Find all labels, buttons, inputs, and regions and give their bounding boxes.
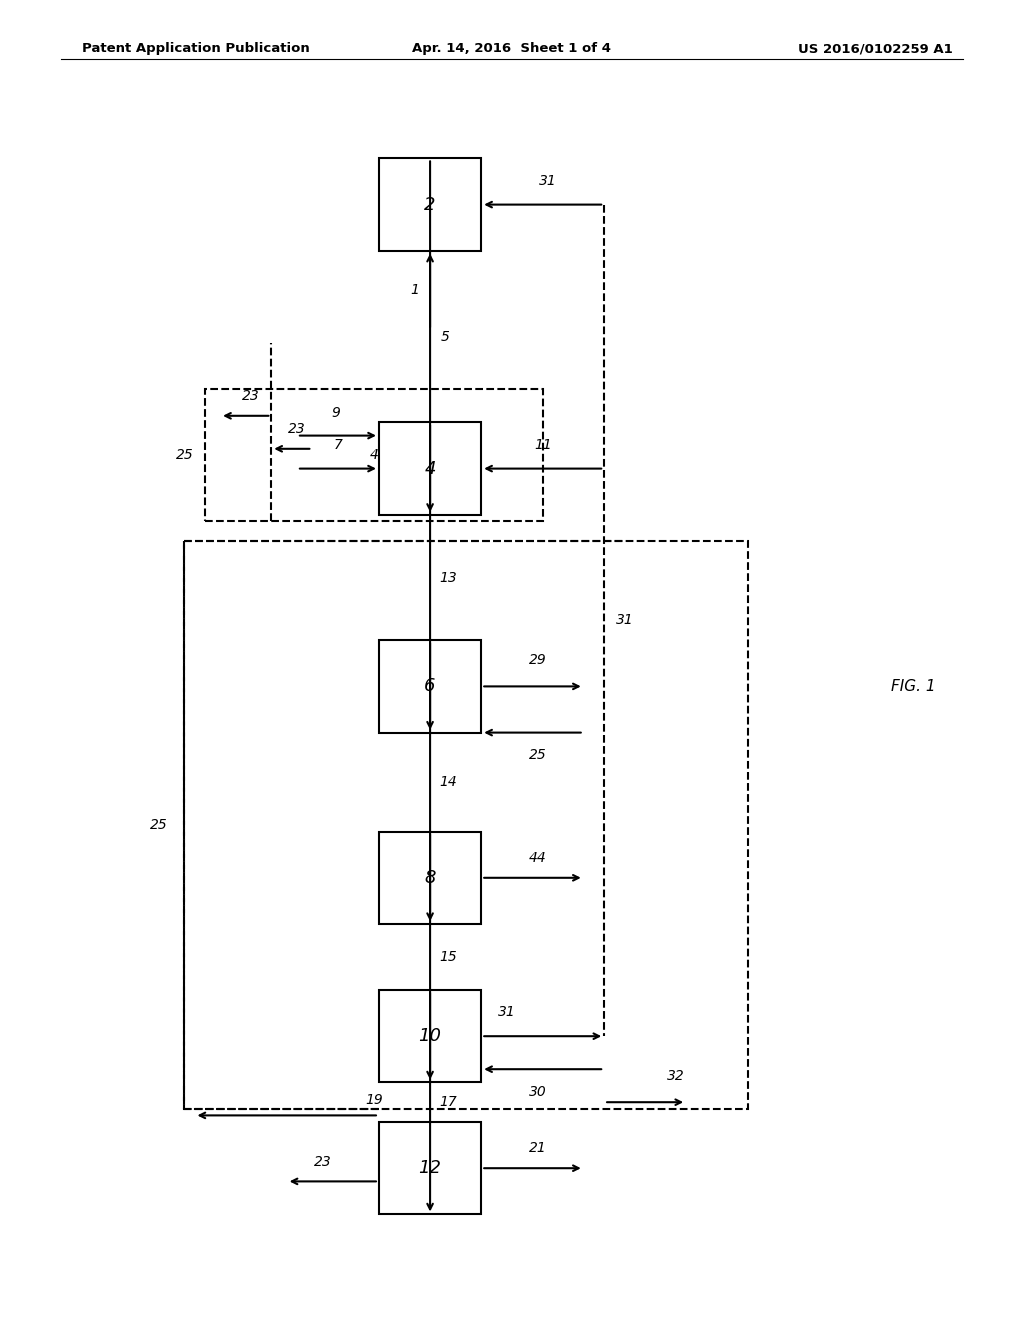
Text: 25: 25	[150, 818, 168, 832]
Bar	[379, 832, 481, 924]
Text: 29: 29	[528, 653, 547, 667]
Text: US 2016/0102259 A1: US 2016/0102259 A1	[798, 42, 952, 55]
Text: 31: 31	[615, 614, 634, 627]
Text: 12: 12	[419, 1159, 441, 1177]
Text: 17: 17	[439, 1096, 458, 1109]
Text: 25: 25	[528, 748, 547, 762]
Text: 44: 44	[528, 851, 547, 865]
Text: Apr. 14, 2016  Sheet 1 of 4: Apr. 14, 2016 Sheet 1 of 4	[413, 42, 611, 55]
Text: 21: 21	[528, 1142, 547, 1155]
Text: 13: 13	[439, 570, 458, 585]
Bar	[379, 422, 481, 515]
Text: 31: 31	[498, 1006, 516, 1019]
Text: 6: 6	[424, 677, 436, 696]
Text: 30: 30	[528, 1085, 547, 1098]
Text: 23: 23	[242, 389, 260, 403]
Bar	[205, 389, 543, 521]
Bar	[379, 158, 481, 251]
Text: 23: 23	[313, 1155, 332, 1168]
Text: 10: 10	[419, 1027, 441, 1045]
Bar	[184, 541, 748, 1109]
Text: 2: 2	[424, 195, 436, 214]
Bar	[379, 640, 481, 733]
Text: Patent Application Publication: Patent Application Publication	[82, 42, 309, 55]
Bar	[379, 1122, 481, 1214]
Text: 4: 4	[424, 459, 436, 478]
Text: 9: 9	[332, 407, 340, 420]
Text: 1: 1	[411, 284, 419, 297]
Text: 15: 15	[439, 950, 458, 964]
Text: 19: 19	[365, 1093, 383, 1106]
Text: 11: 11	[534, 438, 552, 451]
Text: 31: 31	[539, 174, 557, 187]
Text: FIG. 1: FIG. 1	[891, 678, 936, 694]
Text: 7: 7	[334, 438, 342, 451]
Text: 8: 8	[424, 869, 436, 887]
Text: 32: 32	[667, 1069, 685, 1082]
Text: 14: 14	[439, 775, 458, 789]
Bar	[379, 990, 481, 1082]
Text: 5: 5	[441, 330, 450, 343]
Text: 25: 25	[175, 449, 194, 462]
Text: 4: 4	[370, 449, 378, 462]
Text: 23: 23	[288, 422, 306, 436]
